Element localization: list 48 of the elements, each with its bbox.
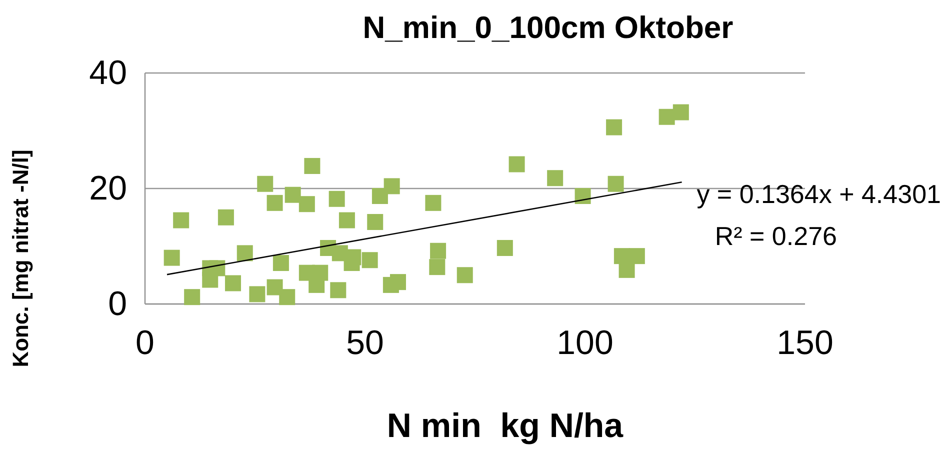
point bbox=[284, 186, 301, 203]
x-axis-title: N min kg N/ha bbox=[386, 407, 624, 445]
chart-title: N_min_0_100cm Oktober bbox=[362, 10, 734, 45]
point bbox=[574, 188, 591, 204]
point bbox=[425, 194, 442, 211]
point bbox=[225, 275, 241, 292]
point bbox=[218, 209, 234, 226]
point bbox=[330, 282, 346, 298]
point bbox=[266, 194, 283, 211]
point bbox=[173, 212, 190, 228]
point bbox=[272, 254, 289, 271]
point bbox=[658, 108, 675, 125]
point bbox=[628, 248, 645, 264]
point bbox=[430, 242, 446, 259]
point bbox=[496, 240, 513, 256]
point bbox=[328, 190, 345, 207]
point bbox=[384, 178, 400, 194]
point bbox=[298, 196, 315, 212]
point bbox=[236, 245, 253, 262]
y-tick-label: 40 bbox=[89, 54, 127, 92]
point bbox=[362, 252, 378, 268]
annotation: y = 0.1364x + 4.4301 bbox=[696, 179, 941, 209]
y-tick-label: 0 bbox=[108, 285, 127, 323]
point bbox=[390, 274, 406, 290]
point bbox=[672, 104, 689, 120]
x-tick-label: 100 bbox=[556, 324, 614, 362]
point bbox=[608, 176, 624, 192]
point bbox=[202, 272, 218, 288]
point bbox=[367, 214, 384, 230]
x-tick-label: 50 bbox=[346, 324, 384, 362]
point bbox=[249, 286, 266, 302]
point bbox=[164, 250, 180, 266]
point bbox=[372, 188, 388, 204]
point bbox=[547, 170, 564, 186]
point bbox=[257, 176, 274, 192]
point bbox=[508, 156, 525, 172]
point bbox=[184, 289, 200, 306]
annotation: R² = 0.276 bbox=[714, 221, 837, 251]
point bbox=[456, 267, 473, 284]
point bbox=[304, 158, 320, 174]
y-tick-label: 20 bbox=[89, 170, 127, 208]
point bbox=[429, 259, 446, 276]
x-tick-label: 150 bbox=[776, 324, 834, 362]
point bbox=[279, 289, 296, 306]
x-tick-label: 0 bbox=[136, 324, 154, 362]
y-axis-title: Konc. [mg nitrat -N/l] bbox=[8, 150, 33, 368]
point bbox=[338, 212, 355, 228]
point bbox=[606, 119, 622, 136]
